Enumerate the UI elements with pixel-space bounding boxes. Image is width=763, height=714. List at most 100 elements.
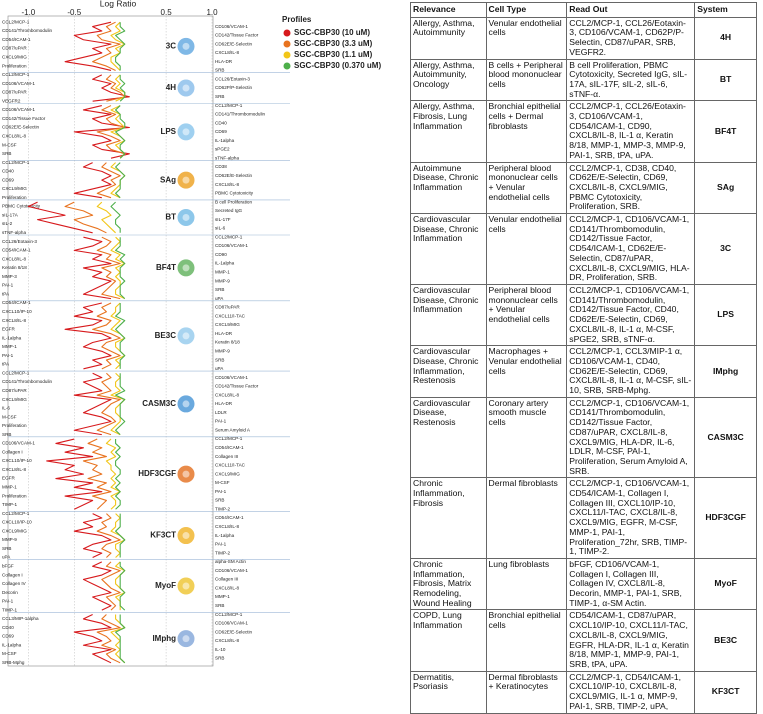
- legend-swatch: [283, 62, 291, 70]
- system-name: 3C: [166, 41, 176, 50]
- readout-label: SRB: [215, 94, 224, 99]
- readout-label: CXCL10/IP-10: [2, 520, 32, 525]
- table-cell: Cardiovascular Disease, Chronic Inflamma…: [410, 213, 487, 285]
- table-cell: COPD, Lung Inflammation: [410, 609, 487, 672]
- readout-label: SRB: [2, 432, 11, 437]
- x-tick-label: -0.5: [67, 8, 81, 17]
- table-cell: Venular endothelial cells: [485, 213, 568, 285]
- readout-label: TIMP-1: [2, 607, 18, 612]
- readout-label: CCL2/MCP-1: [215, 612, 243, 617]
- legend-label: SGC-CBP30 (10 uM): [294, 28, 370, 37]
- table-cell: Peripheral blood mononuclear cells + Ven…: [485, 283, 568, 347]
- profile-line: [73, 236, 112, 300]
- table-cell: Macrophages + Venular endothelial cells: [485, 345, 568, 398]
- readout-label: CXCL9/MIG: [2, 55, 27, 60]
- readout-label: PAI-1: [2, 353, 14, 358]
- profile-line: [115, 614, 126, 664]
- table-cell: Cardiovascular Disease, Restenosis: [410, 396, 487, 479]
- legend-label: SGC-CBP30 (1.1 uM): [294, 50, 373, 59]
- profile-line: [73, 513, 112, 558]
- x-tick-label: 1.0: [206, 8, 218, 17]
- legend-label: SGC-CBP30 (3.3 uM): [294, 39, 373, 48]
- readout-label: CXCL10/IP-10: [2, 309, 32, 314]
- readout-label: SRB: [215, 498, 224, 503]
- system-icon-core: [182, 582, 190, 590]
- profile-line: [46, 438, 103, 510]
- profile-line: [101, 561, 121, 611]
- readout-label: VEGFR2: [2, 98, 21, 103]
- readout-label: tPA: [2, 291, 10, 296]
- profile-line: [96, 513, 121, 558]
- profile-chart: Log Ratio Profiles -1.0 -0.5 0.5 1.0 CCL2/MC…: [2, 0, 381, 667]
- readout-label: Secreted IgG: [215, 208, 242, 213]
- readout-label: CXCL8/IL-8: [215, 50, 239, 55]
- readout-label: CD54/ICAM-1: [215, 515, 244, 520]
- profile-line: [115, 303, 126, 369]
- column-header: Relevance: [410, 2, 487, 18]
- system-icon-core: [182, 176, 190, 184]
- profile-line: [73, 105, 130, 159]
- readout-label: CXCL9/MIG: [215, 322, 240, 327]
- profile-line: [96, 236, 121, 300]
- readout-label: CD62P/P-Selectin: [215, 85, 252, 90]
- profile-line: [27, 201, 93, 234]
- readout-label: CD106/VCAM-1: [215, 568, 248, 573]
- profile-line: [73, 372, 112, 436]
- readout-label: M-CSF: [2, 414, 17, 419]
- readout-label: IL-10: [215, 647, 226, 652]
- readout-label: SRB: [215, 357, 224, 362]
- readout-label: PBMC Cytotoxicity: [215, 191, 254, 196]
- table-row: Cardiovascular Disease, Chronic Inflamma…: [410, 283, 757, 347]
- readout-label: Keratin 8/18: [2, 265, 27, 270]
- table-cell: Lung fibroblasts: [485, 557, 568, 611]
- readout-label: CD62E/E-Selectin: [215, 629, 252, 634]
- table-cell: Allergy, Asthma, Autoimmunity, Oncology: [410, 58, 487, 102]
- table-row: Allergy, Asthma, Autoimmunity Venular end…: [410, 16, 757, 60]
- profile-line: [110, 372, 126, 436]
- readout-label: PBMC Cytotoxicity: [2, 204, 41, 209]
- readout-label: CXCL8/IL-8: [2, 318, 26, 323]
- table-cell: bFGF, CD106/VCAM-1, Collagen I, Collagen…: [566, 557, 696, 611]
- readout-label: CXCL10/IP-10: [2, 458, 32, 463]
- readout-label: CXCL9/MIG: [215, 471, 240, 476]
- table-cell: CCL2/MCP-1, CD38, CD40, CD62E/E-Selectin…: [566, 161, 696, 215]
- readout-label: IL-1alpha: [2, 642, 22, 647]
- system-icon-core: [182, 532, 190, 540]
- profile-line: [115, 373, 126, 436]
- x-axis-label: Log Ratio: [100, 0, 137, 8]
- table-cell: Allergy, Asthma, Fibrosis, Lung Inflamma…: [410, 100, 487, 163]
- readout-label: Keratin 8/18: [215, 340, 240, 345]
- readout-label: CD87/uPAR: [2, 46, 27, 51]
- system-name: IMphg: [152, 634, 176, 643]
- table-row: Cardiovascular Disease, Chronic Inflamma…: [410, 213, 757, 285]
- readout-label: Collagen I: [2, 572, 23, 577]
- readout-label: CD106/VCAM-1: [215, 375, 248, 380]
- readout-label: SRB: [215, 287, 224, 292]
- system-name: BT: [165, 213, 176, 222]
- readout-label: CD106/VCAM-1: [2, 81, 35, 86]
- readout-label: sIL-6: [215, 226, 226, 231]
- table-cell: Coronary artery smooth muscle cells: [485, 396, 568, 479]
- table-cell: Dermal fibroblasts: [485, 477, 568, 559]
- readout-label: CD38: [215, 164, 227, 169]
- profile-line: [119, 74, 126, 102]
- table-cell: CCL2/MCP-1, CCL26/Eotaxin-3, CD106/VCAM-…: [566, 16, 696, 60]
- table-cell: Chronic Inflammation, Fibrosis: [410, 477, 487, 559]
- readout-label: CD142/Tissue Factor: [2, 116, 46, 121]
- readout-label: CD69: [2, 177, 14, 182]
- table-cell: CCL2/MCP-1, CD54/ICAM-1, CXCL10/IP-10, C…: [566, 670, 696, 714]
- readout-label: CCL2/MCP-1: [2, 72, 30, 77]
- readout-label: CD142/Tissue Factor: [215, 33, 259, 38]
- readout-label: M-CSF: [2, 651, 17, 656]
- table-cell: LPS: [694, 283, 757, 347]
- profile-line: [110, 513, 126, 558]
- readout-label: SRB-Mphg: [2, 660, 25, 665]
- readout-label: alpha-SM Actin: [215, 559, 246, 564]
- table-row: Autoimmune Disease, Chronic Inflammation…: [410, 161, 757, 215]
- readout-label: MMP-1: [215, 594, 230, 599]
- readout-label: CD90: [215, 252, 227, 257]
- readout-label: PAI-1: [215, 542, 227, 547]
- readout-label: CD106/VCAM-1: [215, 243, 248, 248]
- table-cell: CD54/ICAM-1, CD87/uPAR, CXCL10/IP-10, CX…: [566, 609, 696, 672]
- readout-label: Proliferation: [2, 63, 27, 68]
